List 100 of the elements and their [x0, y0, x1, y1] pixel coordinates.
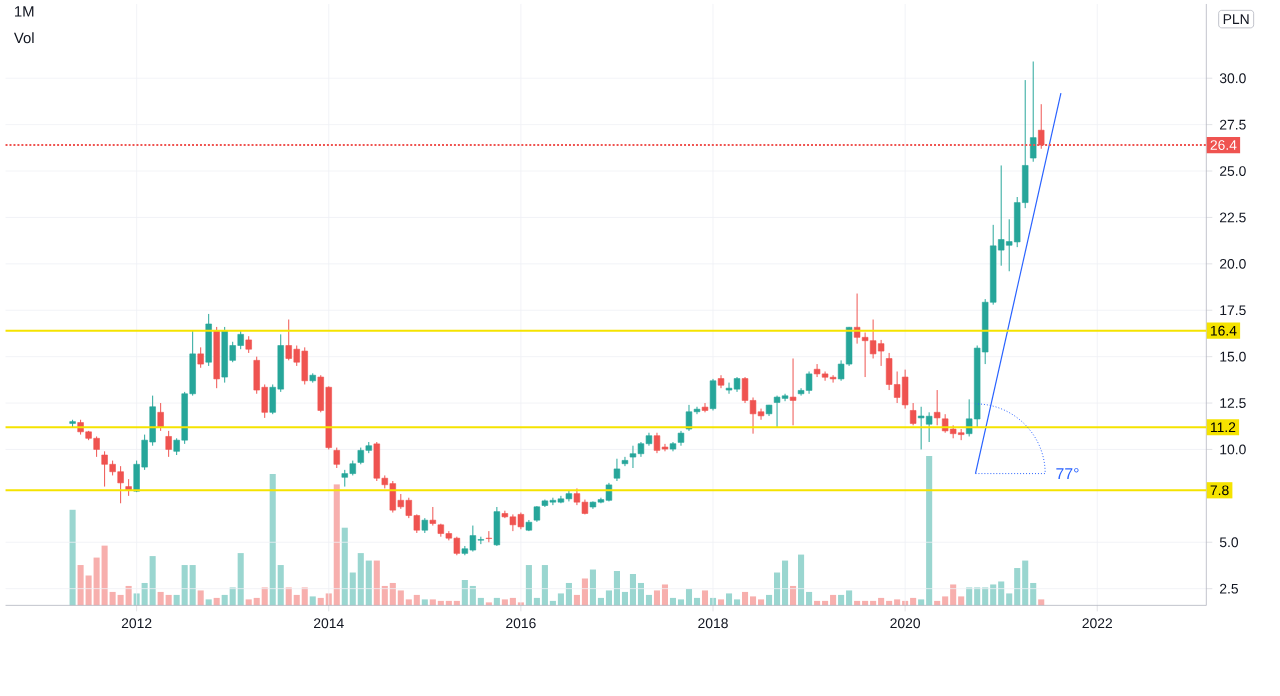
candlestick [509, 513, 517, 532]
bar [373, 560, 380, 605]
bar [501, 598, 508, 605]
bar [285, 586, 292, 605]
bar [838, 594, 845, 605]
bar [357, 552, 364, 605]
bar [213, 597, 220, 605]
candlestick [869, 318, 877, 359]
candlestick [93, 435, 100, 457]
bar [637, 582, 644, 605]
candlestick [101, 450, 108, 487]
bar [998, 581, 1005, 605]
candlestick [301, 346, 308, 385]
bar [701, 589, 709, 605]
candlestick [877, 338, 885, 366]
bar [317, 597, 324, 605]
candlestick [1030, 60, 1037, 162]
bar [790, 585, 797, 605]
bar [758, 598, 765, 605]
bar [565, 582, 572, 605]
bar [261, 586, 268, 605]
candlestick [773, 394, 781, 428]
bar [589, 569, 596, 605]
bar [165, 594, 172, 605]
bar [974, 586, 981, 605]
bar [365, 560, 372, 605]
bar [245, 598, 252, 605]
candlestick [197, 346, 204, 368]
bar [1038, 598, 1045, 605]
bar [629, 573, 636, 605]
bar [966, 586, 973, 605]
bar [581, 578, 588, 605]
bar [429, 598, 436, 605]
bar [741, 591, 749, 605]
candlestick [925, 411, 933, 443]
candlestick [629, 444, 637, 469]
candlestick [205, 312, 212, 366]
bar [293, 594, 300, 605]
bar [693, 597, 701, 605]
bar [157, 591, 164, 605]
candlestick [757, 407, 765, 420]
candlestick [813, 363, 821, 378]
bar [101, 545, 108, 605]
bar [301, 586, 308, 605]
candlestick [373, 441, 380, 482]
bar [653, 589, 661, 605]
bar [469, 585, 476, 605]
bar [189, 564, 196, 605]
bar [725, 592, 733, 605]
bar [421, 598, 428, 605]
bar [205, 598, 212, 605]
bar [493, 597, 500, 605]
bar [397, 589, 404, 605]
bar [878, 597, 885, 605]
bar [541, 564, 548, 605]
bar [413, 594, 420, 605]
candlestick [221, 325, 228, 383]
bar [926, 455, 933, 605]
bar [685, 588, 693, 605]
candlestick [917, 405, 925, 450]
bar [389, 582, 396, 605]
candlestick [389, 480, 396, 513]
bar [341, 527, 348, 605]
candlestick [805, 370, 813, 394]
bar [669, 597, 677, 605]
bar [333, 483, 340, 605]
bar [910, 597, 917, 605]
bar [750, 595, 757, 605]
bar [461, 579, 468, 605]
bar [77, 564, 84, 605]
bar [982, 586, 989, 605]
bar [125, 585, 132, 605]
bar [269, 473, 276, 605]
bar [782, 560, 789, 605]
candlestick [685, 403, 693, 431]
bar [846, 589, 853, 605]
bar [798, 554, 805, 605]
bar [661, 583, 669, 605]
bar [221, 594, 228, 605]
bar [237, 552, 244, 605]
bar [525, 564, 532, 605]
candlestick [429, 506, 437, 526]
bar [894, 598, 901, 605]
bar [405, 598, 412, 605]
bar [149, 555, 156, 605]
candlestick [933, 389, 941, 426]
candlestick [469, 524, 477, 552]
bar [309, 595, 316, 605]
bar [830, 594, 837, 605]
candlestick [453, 535, 461, 556]
candlestick [709, 377, 717, 411]
bar [1022, 560, 1029, 605]
candlestick [165, 429, 172, 457]
candlestick [117, 465, 124, 504]
bar [181, 564, 188, 605]
bar [69, 509, 76, 605]
bar [197, 589, 204, 605]
candlestick [157, 402, 164, 431]
bar [509, 597, 516, 605]
candlestick [725, 381, 733, 394]
